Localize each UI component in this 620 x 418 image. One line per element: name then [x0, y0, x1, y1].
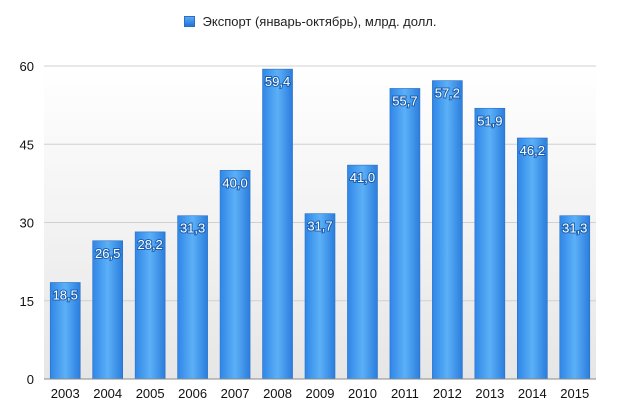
- y-tick-label: 45: [20, 137, 34, 152]
- data-label: 31,7: [307, 219, 332, 234]
- data-label: 31,3: [562, 221, 587, 236]
- bar: [347, 164, 378, 380]
- legend-label: Экспорт (январь-октябрь), млрд. долл.: [202, 14, 437, 29]
- bar: [474, 107, 506, 380]
- x-tick-label: 2013: [475, 386, 504, 401]
- data-label: 55,7: [392, 93, 417, 108]
- data-label: 57,2: [435, 86, 460, 101]
- bar: [517, 137, 548, 380]
- data-label: 51,9: [477, 113, 502, 128]
- data-label: 26,5: [95, 246, 120, 261]
- bar: [262, 68, 293, 380]
- bar: [134, 231, 166, 380]
- x-tick-label: 2004: [93, 386, 122, 401]
- x-tick-label: 2007: [221, 386, 250, 401]
- x-tick-label: 2005: [136, 386, 165, 401]
- data-label: 18,5: [53, 287, 78, 302]
- x-tick-label: 2012: [433, 386, 462, 401]
- x-tick-label: 2011: [391, 386, 419, 401]
- data-label: 59,4: [265, 74, 290, 89]
- data-label: 40,0: [222, 175, 247, 190]
- x-tick-label: 2015: [560, 386, 589, 401]
- bar: [559, 215, 591, 380]
- bar: [304, 213, 336, 380]
- x-tick-label: 2008: [263, 386, 292, 401]
- bar: [389, 88, 421, 380]
- bar: [432, 80, 463, 380]
- y-tick-label: 60: [20, 59, 34, 74]
- y-tick-label: 15: [20, 294, 34, 309]
- bar: [49, 282, 81, 380]
- x-tick-label: 2006: [178, 386, 207, 401]
- data-label: 46,2: [520, 143, 545, 158]
- data-label: 28,2: [137, 237, 162, 252]
- bar: [219, 170, 251, 380]
- y-tick-label: 30: [20, 216, 34, 231]
- data-label: 31,3: [180, 221, 205, 236]
- bar: [92, 240, 123, 380]
- chart-legend: Экспорт (январь-октябрь), млрд. долл.: [0, 14, 620, 29]
- legend-swatch: [183, 16, 195, 27]
- data-label: 41,0: [350, 170, 375, 185]
- x-tick-label: 2014: [518, 386, 547, 401]
- x-tick-label: 2010: [348, 386, 377, 401]
- bar: [177, 215, 208, 380]
- y-tick-label: 0: [27, 372, 34, 387]
- x-tick-label: 2003: [51, 386, 80, 401]
- x-tick-label: 2009: [306, 386, 335, 401]
